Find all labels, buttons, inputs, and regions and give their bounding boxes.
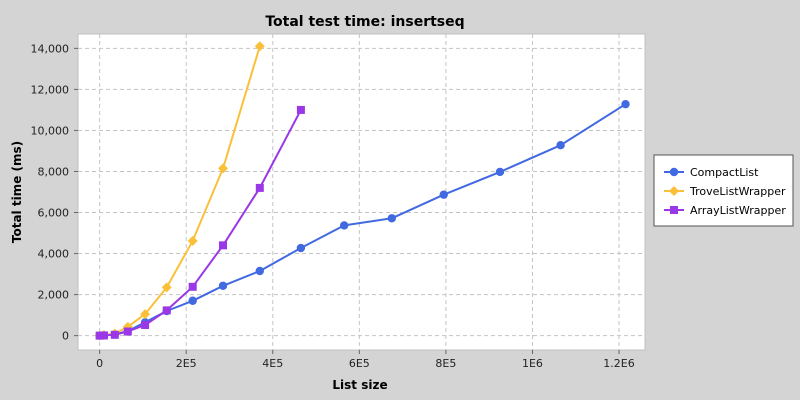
y-tick-label: 10,000 [31, 124, 70, 137]
data-point-arraylistwrapper [110, 330, 119, 339]
legend: CompactList TroveListWrapper ArrayListWrap… [653, 154, 794, 227]
x-tick-label: 1.2E6 [603, 357, 634, 370]
y-tick-label: 8,000 [38, 165, 70, 178]
legend-item-trovelistwrapper: TroveListWrapper [664, 185, 786, 198]
data-point-arraylistwrapper [99, 331, 108, 340]
data-point-arraylistwrapper [162, 306, 171, 315]
legend-marker-compactlist [669, 167, 679, 177]
data-point-compactlist [339, 221, 349, 230]
x-tick-label: 6E5 [349, 357, 370, 370]
data-point-trovelistwrapper [217, 163, 228, 174]
x-tick-label: 0 [96, 357, 103, 370]
y-tick-label: 2,000 [38, 289, 70, 302]
data-point-compactlist [296, 243, 306, 253]
y-tick-label: 12,000 [31, 83, 70, 96]
data-point-arraylistwrapper [296, 105, 305, 114]
data-point-compactlist [495, 167, 505, 177]
data-point-compactlist [439, 190, 448, 199]
x-tick-label: 8E5 [435, 357, 456, 370]
legend-marker-trovelistwrapper [669, 186, 679, 196]
x-tick-label: 4E5 [262, 357, 283, 370]
legend-item-compactlist: CompactList [664, 166, 759, 179]
data-point-arraylistwrapper [141, 320, 150, 329]
data-point-compactlist [621, 99, 630, 109]
data-point-trovelistwrapper [161, 282, 172, 293]
grid [78, 34, 645, 350]
y-tick-label: 6,000 [38, 207, 70, 220]
series-group [94, 41, 630, 341]
series-line-arraylistwrapper [99, 109, 302, 337]
legend-label: CompactList [690, 166, 759, 179]
chart-title: Total test time: insertseq [265, 14, 464, 30]
legend-item-arraylistwrapper: ArrayListWrapper [664, 204, 786, 217]
series-arraylistwrapper [95, 105, 305, 340]
y-axis-label: Total time (ms) [10, 141, 24, 243]
data-point-arraylistwrapper [188, 282, 197, 291]
data-point-trovelistwrapper [254, 41, 265, 52]
y-tick-label: 14,000 [31, 42, 70, 55]
y-tick-label: 4,000 [38, 248, 70, 261]
x-tick-label: 2E5 [176, 357, 197, 370]
data-point-compactlist [255, 266, 264, 276]
data-point-arraylistwrapper [123, 327, 132, 336]
data-point-arraylistwrapper [218, 241, 227, 250]
y-axis: 0 2,000 4,000 6,000 8,000 10,000 12,000 14,000 [31, 42, 78, 343]
data-point-trovelistwrapper [140, 309, 151, 320]
data-point-arraylistwrapper [255, 183, 264, 192]
data-point-compactlist [188, 296, 197, 305]
x-tick-label: 1E6 [522, 357, 543, 370]
legend-marker-arraylistwrapper [670, 206, 678, 214]
x-axis: 0 2E5 4E5 6E5 8E5 1E6 1.2E6 [96, 350, 635, 370]
legend-label: TroveListWrapper [689, 185, 786, 198]
data-point-trovelistwrapper [187, 235, 198, 246]
data-point-compactlist [218, 281, 228, 290]
plot-area [77, 33, 646, 351]
y-tick-label: 0 [62, 330, 69, 343]
data-point-compactlist [387, 214, 396, 223]
data-point-compactlist [556, 141, 565, 150]
x-axis-label: List size [332, 378, 387, 392]
legend-label: ArrayListWrapper [690, 204, 786, 217]
data-point-arraylistwrapper [95, 331, 104, 340]
